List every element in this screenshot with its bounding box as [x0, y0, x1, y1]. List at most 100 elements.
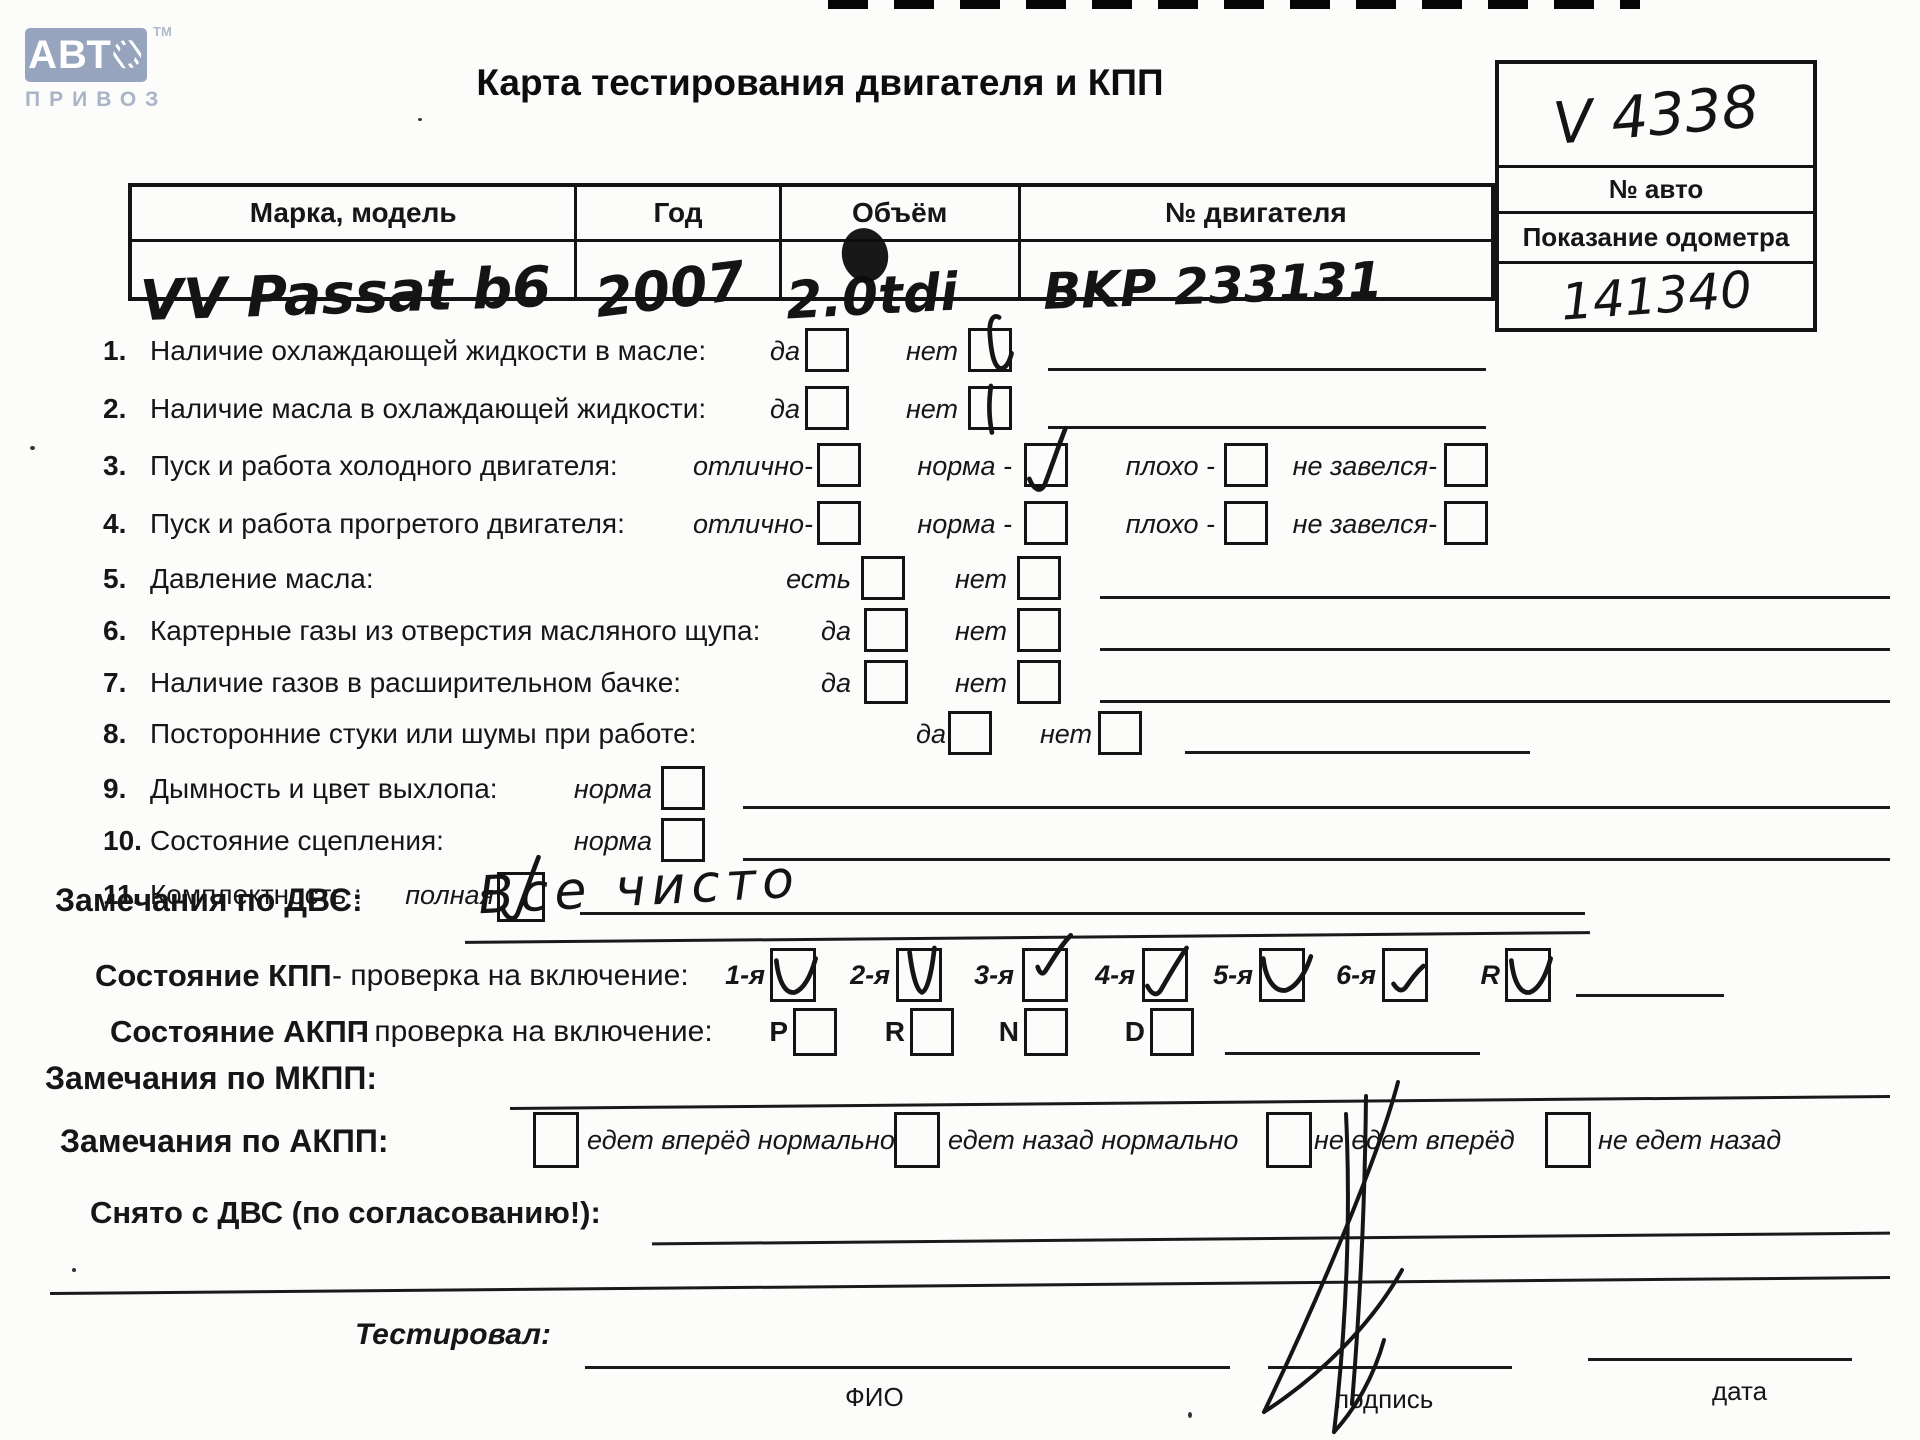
item-number: 6.: [103, 615, 127, 646]
signature-line[interactable]: [1268, 1366, 1512, 1369]
item-number: 8.: [103, 718, 127, 749]
checkbox[interactable]: [661, 818, 705, 862]
checkbox[interactable]: [1017, 608, 1061, 652]
option-label: нет: [954, 668, 1007, 698]
akpp-label-rest: - проверка на включение:: [356, 1015, 713, 1048]
date-line[interactable]: [1588, 1358, 1852, 1361]
logo-text: АВТ: [28, 32, 112, 77]
odometer-value-cell[interactable]: 141340: [1499, 260, 1813, 331]
kpp-gear-checkbox[interactable]: [1505, 948, 1553, 1002]
col-header-engine-no: № двигателя: [1164, 197, 1347, 228]
akpp-remark-checkbox[interactable]: [1266, 1112, 1312, 1168]
akpp-gear-checkbox[interactable]: [1024, 1008, 1068, 1056]
snato-label: Снято с ДВС (по согласованию!):: [90, 1195, 601, 1230]
item-label: Картерные газы из отверстия масляного щу…: [150, 615, 761, 646]
handwritten-checkmark: [987, 314, 1014, 371]
kpp-gear-label: 5-я: [1213, 960, 1253, 990]
checkbox[interactable]: [1224, 443, 1268, 487]
col-header-make-model: Марка, модель: [132, 187, 578, 239]
cell-year[interactable]: 2007: [577, 242, 782, 330]
checkbox[interactable]: [1444, 501, 1488, 545]
dvs-remarks-line[interactable]: [465, 931, 1590, 944]
akpp-remark-checkbox[interactable]: [1545, 1112, 1591, 1168]
option-label: нет: [1039, 719, 1092, 749]
option-label: да: [916, 719, 946, 749]
mkpp-remarks-line[interactable]: [510, 1094, 1890, 1111]
item-number: 9.: [103, 773, 127, 804]
checklist-row: 9. Дымность и цвет выхлопа: норма: [0, 766, 1920, 812]
auto-number-cell[interactable]: V 4338: [1499, 64, 1813, 168]
auto-number-label: № авто: [1499, 168, 1813, 214]
write-in-line[interactable]: [1048, 368, 1486, 371]
checkbox[interactable]: [661, 766, 705, 810]
write-in-line[interactable]: [1100, 700, 1890, 703]
signature-scribble: [1262, 1080, 1404, 1434]
akpp-gear-checkbox[interactable]: [1150, 1008, 1194, 1056]
checklist-row: 1. Наличие охлаждающей жидкости в масле: д…: [0, 314, 1920, 374]
option-label: да: [770, 394, 800, 424]
scan-speck: [1188, 1412, 1192, 1418]
item-number: 5.: [103, 563, 127, 594]
checkbox[interactable]: [1024, 501, 1068, 545]
page-divider-line: [50, 1275, 1890, 1296]
option-label: полная: [405, 880, 494, 910]
write-in-line[interactable]: [1100, 596, 1890, 599]
checklist-row: 3. Пуск и работа холодного двигателя: отли…: [0, 425, 1920, 492]
checkbox[interactable]: [968, 383, 1012, 435]
akpp-gear-checkbox[interactable]: [910, 1008, 954, 1056]
kpp-gear-label: R: [1480, 960, 1501, 990]
item-label: Комплектность :: [150, 879, 362, 910]
checkbox[interactable]: [1444, 443, 1488, 487]
cell-make-model[interactable]: VV Passat b6: [132, 242, 578, 334]
kpp-label-rest: - проверка на включение:: [332, 959, 689, 992]
kpp-extra-line[interactable]: [1576, 994, 1724, 997]
kpp-gear-label: 2-я: [850, 960, 890, 990]
checklist-row: 4. Пуск и работа прогретого двигателя: отл…: [0, 501, 1920, 547]
akpp-extra-line[interactable]: [1225, 1052, 1480, 1055]
write-in-line[interactable]: [1048, 426, 1486, 429]
akpp-gear-label: D: [1124, 1016, 1145, 1047]
cell-engine-no[interactable]: BKP 233131: [1021, 242, 1491, 321]
checkbox[interactable]: [968, 314, 1014, 372]
checklist-row: 7. Наличие газов в расширительном бачке: д…: [0, 660, 1920, 706]
checkbox[interactable]: [948, 711, 992, 755]
checkbox[interactable]: [864, 608, 908, 652]
checkbox[interactable]: [805, 386, 849, 430]
checkbox[interactable]: [1098, 711, 1142, 755]
write-in-line[interactable]: [743, 806, 1890, 809]
akpp-remark-checkbox[interactable]: [894, 1112, 940, 1168]
dvs-remarks-handwriting: Все чисто: [476, 849, 802, 927]
item-number: 3.: [103, 450, 127, 481]
write-in-line[interactable]: [743, 858, 1890, 861]
vehicle-table-header: Марка, модель Год Объём № двигателя: [132, 187, 1491, 242]
checkbox[interactable]: [1017, 660, 1061, 704]
write-in-line[interactable]: [1185, 751, 1530, 754]
item-number: 4.: [103, 508, 127, 539]
akpp-gear-checkbox[interactable]: [793, 1008, 837, 1056]
item-number: 11.: [103, 879, 141, 910]
write-in-line[interactable]: [580, 912, 1585, 915]
option-label: норма: [573, 826, 652, 856]
checkbox[interactable]: [817, 443, 861, 487]
logo-letter-o: О: [111, 32, 144, 77]
auto-number-handwriting: V 4338: [1550, 71, 1762, 158]
checkbox[interactable]: [1017, 556, 1061, 600]
item-label: Наличие газов в расширительном бачке:: [150, 667, 682, 698]
handwritten-checkmark: [987, 383, 995, 435]
cell-volume[interactable]: 2.0tdi: [782, 223, 1021, 331]
scan-speck: [418, 118, 422, 121]
option-label: не завелся-: [1292, 509, 1437, 539]
checkbox[interactable]: [1224, 501, 1268, 545]
akpp-gear-label: N: [998, 1016, 1019, 1047]
checkbox[interactable]: [805, 328, 849, 372]
checkbox[interactable]: [864, 660, 908, 704]
checkbox[interactable]: [861, 556, 905, 600]
option-label: да: [770, 336, 800, 366]
write-in-line[interactable]: [1100, 648, 1890, 651]
handwritten-checkmark: [1509, 956, 1553, 995]
scanner-edge-artifact: [828, 0, 1640, 9]
fio-line[interactable]: [585, 1366, 1230, 1369]
akpp-remark-checkbox[interactable]: [533, 1112, 579, 1168]
col-header-volume: Объём: [782, 187, 1021, 239]
checkbox[interactable]: [817, 501, 861, 545]
